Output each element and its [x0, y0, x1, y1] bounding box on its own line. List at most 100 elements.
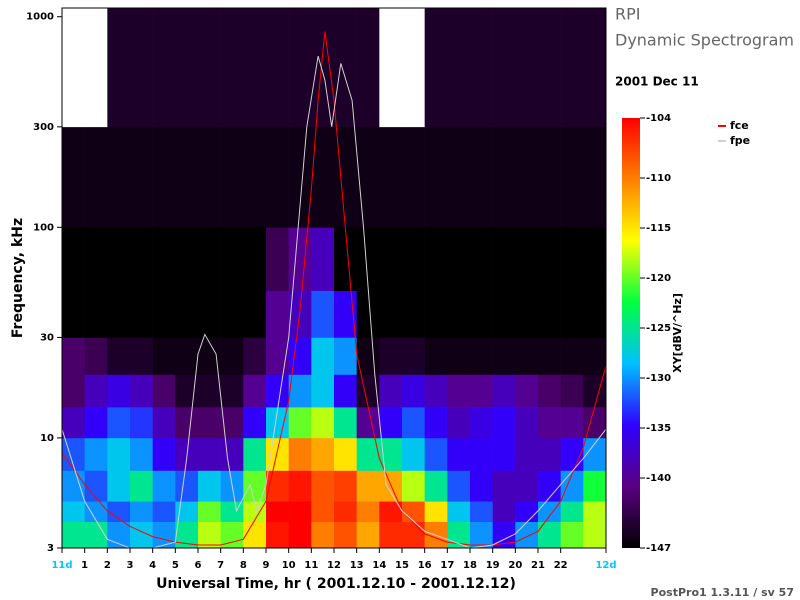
spectrogram-cell [583, 227, 607, 291]
spectrogram-cell [152, 470, 176, 502]
spectrogram-cell [492, 126, 516, 228]
spectrogram-cell [447, 126, 471, 228]
footer: PostPro1 1.3.11 / sv 57 [651, 586, 794, 599]
spectrogram-cell [311, 337, 335, 375]
instrument: RPI [615, 5, 640, 24]
colorbar-tick-label: -147 [646, 543, 671, 554]
spectrogram-cell [492, 374, 516, 408]
colorbar [622, 118, 640, 548]
spectrogram-cell [379, 227, 403, 291]
spectrogram-cell [266, 407, 289, 439]
spectrogram-cell [492, 337, 516, 375]
spectrogram-cell [515, 337, 539, 375]
spectrogram-cell [220, 521, 244, 549]
spectrogram-cell [334, 437, 357, 471]
spectrogram-cell [62, 290, 85, 338]
spectrogram-cell [356, 521, 380, 549]
spectrogram-cell [470, 521, 493, 549]
spectrogram-cell [152, 337, 176, 375]
spectrogram-cell [198, 227, 221, 291]
spectrogram-cell [107, 8, 131, 128]
spectrogram-cell [492, 470, 516, 502]
spectrogram-cell [402, 126, 425, 228]
spectrogram-cell [334, 337, 357, 375]
spectrogram-cell [152, 407, 176, 439]
spectrogram-cell [560, 374, 584, 408]
spectrogram-cell [220, 8, 244, 128]
spectrogram-cell [130, 521, 153, 549]
spectrogram-cell [288, 501, 312, 522]
no-data-cell [62, 8, 85, 128]
spectrogram-cell [356, 470, 380, 502]
spectrogram-cell [538, 290, 561, 338]
spectrogram-cell [266, 521, 289, 549]
spectrogram-cell [538, 227, 561, 291]
spectrogram-cell [560, 290, 584, 338]
spectrogram-cell [84, 337, 108, 375]
spectrogram-cell [538, 126, 561, 228]
spectrogram-cell [130, 437, 153, 471]
spectrogram-cell [334, 126, 357, 228]
spectrogram-cell [402, 227, 425, 291]
spectrogram-cell [356, 126, 380, 228]
spectrogram-cell [243, 437, 267, 471]
spectrogram-cell [107, 470, 131, 502]
spectrogram-cell [470, 437, 493, 471]
colorbar-tick-label: -130 [646, 373, 671, 384]
spectrogram-cell [130, 374, 153, 408]
spectrogram-cell [175, 8, 199, 128]
x-tick-label: 19 [486, 560, 500, 571]
spectrogram-cell [243, 407, 267, 439]
spectrogram-cell [152, 437, 176, 471]
spectrogram-cell [311, 8, 335, 128]
spectrogram-cell [583, 337, 607, 375]
spectrogram-cell [538, 8, 561, 128]
spectrogram-cell [402, 470, 425, 502]
spectrogram-cell [424, 8, 448, 128]
x-tick-label: 12 [327, 560, 341, 571]
spectrogram-cell [288, 470, 312, 502]
spectrogram-cell [311, 374, 335, 408]
spectrogram-cell [175, 337, 199, 375]
spectrogram-cell [538, 501, 561, 522]
spectrogram-cell [220, 501, 244, 522]
spectrogram-cell [243, 8, 267, 128]
spectrogram-cell [583, 8, 607, 128]
spectrogram-cell [220, 337, 244, 375]
spectrogram-cell [107, 126, 131, 228]
x-tick-label: 12d [595, 560, 616, 571]
spectrogram-cell [583, 501, 607, 522]
spectrogram-cell [379, 407, 403, 439]
spectrogram-cell [84, 437, 108, 471]
spectrogram-cell [84, 374, 108, 408]
spectrogram-cell [379, 501, 403, 522]
spectrogram-cell [107, 521, 131, 549]
spectrogram-cell [198, 437, 221, 471]
x-tick-label: 9 [263, 560, 270, 571]
spectrogram-cell [402, 374, 425, 408]
spectrogram-cell [266, 227, 289, 291]
spectrogram-cell [243, 374, 267, 408]
spectrogram-cell [356, 227, 380, 291]
spectrogram-cell [583, 521, 607, 549]
spectrogram-cell [84, 227, 108, 291]
spectrogram-cell [379, 290, 403, 338]
spectrogram-cell [266, 374, 289, 408]
spectrogram-cell [243, 521, 267, 549]
spectrogram-cell [538, 437, 561, 471]
legend-label: fce [730, 119, 749, 132]
colorbar-tick-label: -104 [646, 113, 671, 124]
spectrogram-cell [152, 521, 176, 549]
spectrogram-cell [198, 501, 221, 522]
spectrogram-cell [243, 470, 267, 502]
spectrogram-cell [107, 337, 131, 375]
spectrogram-cell [130, 501, 153, 522]
x-axis-label: Universal Time, hr ( 2001.12.10 - 2001.1… [156, 576, 516, 592]
colorbar-label: XY[dBV/^Hz] [671, 293, 684, 373]
colorbar-tick-label: -135 [646, 423, 671, 434]
spectrogram-cell [220, 290, 244, 338]
spectrogram-cell [198, 407, 221, 439]
spectrogram-cell [288, 337, 312, 375]
spectrogram-cell [515, 290, 539, 338]
spectrogram-cell [288, 126, 312, 228]
